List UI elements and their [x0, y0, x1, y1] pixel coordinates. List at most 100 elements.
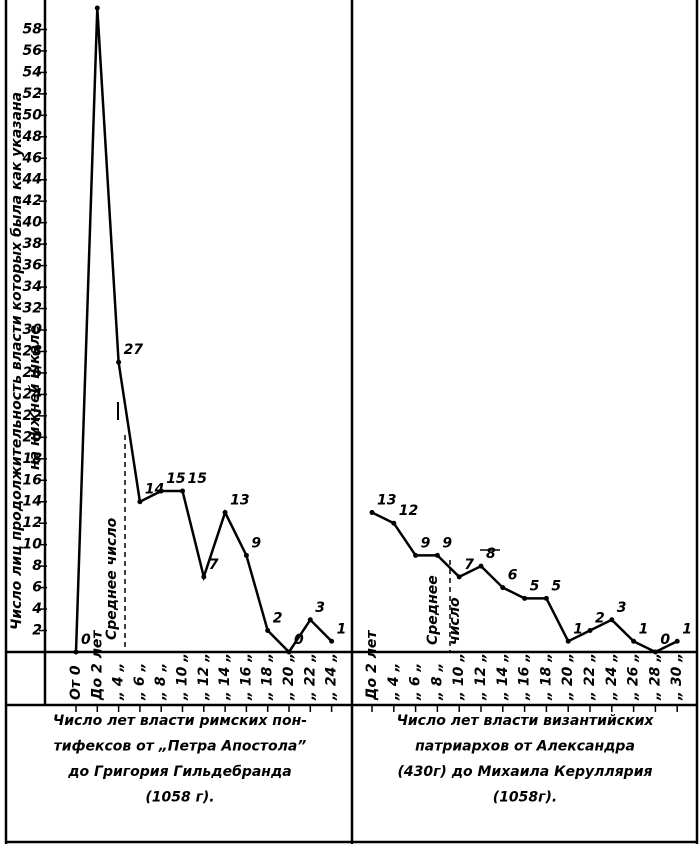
- data-label: 1: [639, 621, 649, 637]
- data-label: 13: [230, 492, 249, 508]
- data-label: 5: [551, 578, 561, 594]
- data-point: [413, 552, 419, 558]
- y-tick-label: 26: [23, 365, 43, 381]
- data-point: [158, 488, 164, 494]
- y-tick-label: 20: [23, 429, 43, 445]
- data-label: 8: [486, 546, 496, 562]
- y-tick-label: 38: [23, 236, 43, 252]
- data-point: [201, 574, 207, 580]
- y-tick-label: 8: [32, 558, 42, 574]
- data-label: 0: [660, 632, 670, 648]
- data-label: 14: [145, 482, 164, 498]
- data-point: [329, 638, 335, 644]
- caption: до Григория Гильдебранда: [67, 764, 292, 780]
- y-axis-label: на нижней шкале: [27, 325, 43, 470]
- data-point: [500, 585, 506, 591]
- caption: (1058г).: [493, 790, 557, 806]
- x-tick-label: „ 24 „: [604, 653, 620, 701]
- data-point: [243, 552, 249, 558]
- x-tick-label: До 2 лет: [89, 630, 105, 701]
- y-tick-label: 4: [31, 601, 42, 617]
- y-tick-label: 28: [23, 343, 43, 359]
- data-point: [391, 520, 397, 526]
- y-tick-label: 18: [23, 451, 43, 467]
- y-tick-label: 6: [32, 580, 42, 596]
- data-label: 9: [442, 535, 452, 551]
- y-tick-label: 30: [23, 322, 43, 338]
- data-label: 9: [251, 535, 261, 551]
- y-tick-label: 52: [23, 86, 42, 102]
- data-point: [587, 628, 593, 634]
- x-tick-label: „ 8 „: [429, 662, 445, 701]
- y-tick-label: 2: [32, 623, 42, 639]
- y-tick-label: 42: [22, 193, 42, 209]
- x-tick-label: От 0: [68, 665, 84, 700]
- y-tick-label: 58: [23, 21, 43, 37]
- data-point: [522, 595, 528, 601]
- x-tick-label: „ 16 „: [517, 653, 533, 701]
- data-point: [307, 617, 313, 623]
- data-label: 13: [377, 492, 396, 508]
- data-point: [137, 499, 143, 505]
- x-tick-label: „ 8 „: [153, 662, 169, 701]
- y-tick-label: 36: [23, 258, 43, 274]
- y-tick-label: 56: [23, 43, 43, 59]
- data-point: [456, 574, 462, 580]
- annotation: Среднее: [425, 575, 441, 645]
- data-point: [286, 649, 292, 655]
- y-tick-label: 54: [23, 64, 42, 80]
- data-point: [116, 359, 122, 365]
- caption: (1058 г).: [145, 790, 214, 806]
- x-tick-label: „ 26 „: [626, 653, 642, 701]
- data-point: [94, 5, 100, 11]
- x-tick-label: „ 20 „: [560, 653, 576, 701]
- x-tick-label: „ 20 „: [281, 653, 297, 701]
- caption: патриархов от Александра: [415, 739, 635, 755]
- x-tick-label: „ 18 „: [538, 653, 554, 701]
- data-point: [73, 649, 79, 655]
- x-tick-label: „ 24 „: [324, 653, 340, 701]
- y-tick-label: 12: [23, 515, 42, 531]
- data-label: 1: [682, 621, 692, 637]
- data-point: [369, 509, 375, 515]
- x-tick-label: „ 12 „: [196, 653, 212, 701]
- y-tick-label: 46: [22, 150, 43, 166]
- x-tick-label: „ 30 „: [669, 653, 685, 701]
- data-label: 0: [81, 632, 91, 648]
- x-tick-label: „ 4 „: [386, 662, 402, 701]
- caption: тифексов от „Петра Апостола”: [54, 739, 307, 755]
- x-tick-label: „ 14 „: [495, 653, 511, 701]
- x-tick-label: „ 14 „: [217, 653, 233, 701]
- y-tick-label: 48: [22, 129, 43, 145]
- y-tick-label: 24: [23, 386, 42, 402]
- data-label: 5: [530, 578, 540, 594]
- data-point: [222, 509, 228, 515]
- data-label: 2: [595, 611, 605, 627]
- annotation: Среднее число: [104, 517, 120, 640]
- caption: (430г) до Михаила Керуллярия: [397, 764, 652, 780]
- x-tick-label: До 2 лет: [364, 630, 380, 701]
- x-tick-label: „ 18 „: [260, 653, 276, 701]
- data-label: 3: [315, 600, 325, 616]
- data-point: [609, 617, 615, 623]
- caption: Число лет власти византийских: [397, 713, 655, 729]
- x-tick-label: „ 22 „: [582, 653, 598, 701]
- y-tick-label: 22: [23, 408, 42, 424]
- data-label: 27: [124, 342, 144, 358]
- x-tick-label: „ 10 „: [175, 653, 191, 701]
- data-point: [265, 628, 271, 634]
- y-tick-label: 44: [22, 172, 42, 188]
- data-label: 2: [273, 611, 283, 627]
- y-tick-label: 32: [23, 301, 42, 317]
- data-label: 3: [617, 600, 627, 616]
- data-label: 1: [337, 621, 347, 637]
- data-label: 1: [573, 621, 583, 637]
- annotation: число: [447, 597, 463, 645]
- x-tick-label: „ 12 „: [473, 653, 489, 701]
- data-label: 15: [166, 471, 186, 487]
- x-tick-label: „ 10 „: [451, 653, 467, 701]
- data-label: 12: [399, 503, 418, 519]
- data-label: 6: [508, 568, 518, 584]
